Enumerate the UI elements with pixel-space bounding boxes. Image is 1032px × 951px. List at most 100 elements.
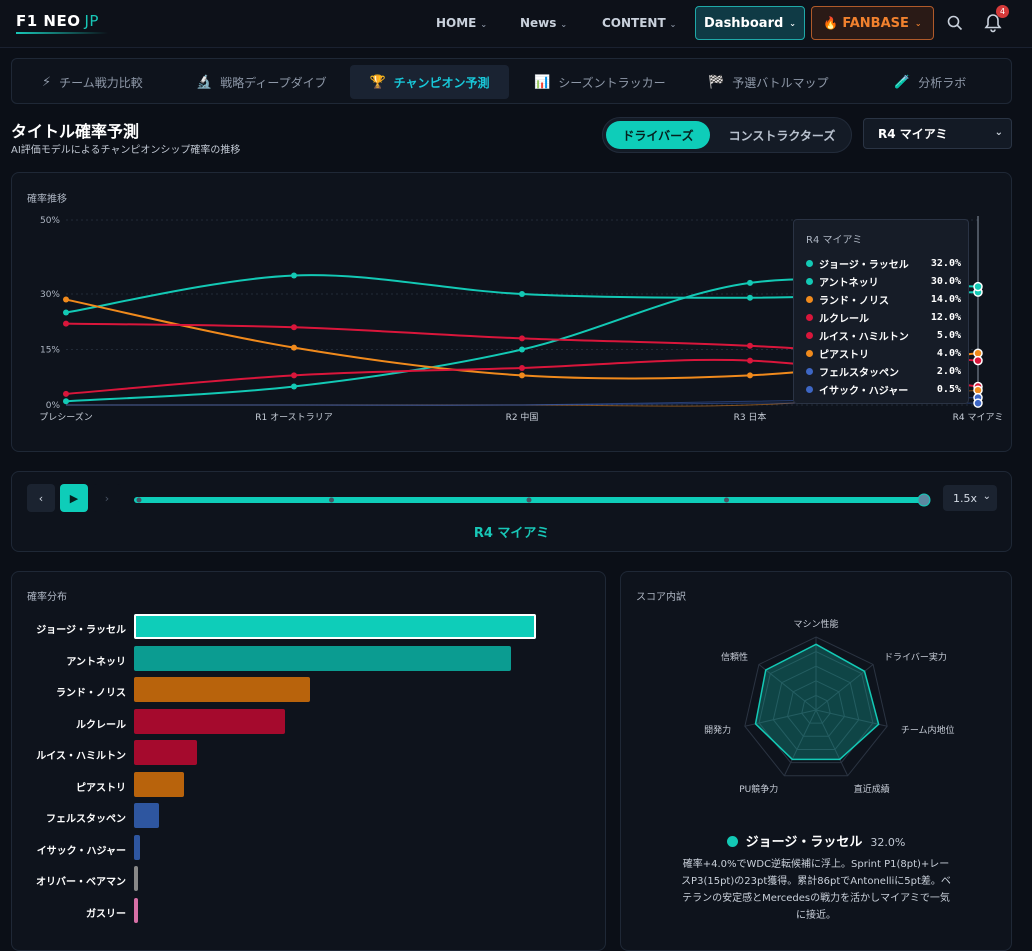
page-subtitle: AI評価モデルによるチャンピオンシップ確率の推移: [11, 145, 241, 156]
play-button[interactable]: ▶: [60, 484, 88, 512]
bar-label: オリバー・ベアマン: [36, 877, 126, 888]
toggle-constructors[interactable]: コンストラクターズ: [728, 128, 836, 143]
bar-chart-icon: 📊: [534, 74, 551, 90]
tab-team-comparison[interactable]: ⚡ チーム戦力比較: [32, 65, 153, 99]
fanbase-button[interactable]: 🔥 FANBASE ⌄: [811, 6, 934, 40]
data-point[interactable]: [747, 342, 753, 349]
speed-select[interactable]: 1.5x ⌄: [943, 485, 997, 511]
probability-bar[interactable]: [134, 708, 285, 734]
tab-label: 予選バトルマップ: [732, 75, 829, 90]
probability-bar[interactable]: [134, 866, 138, 891]
data-point[interactable]: [519, 365, 525, 371]
data-point[interactable]: [747, 294, 753, 301]
data-point[interactable]: [747, 357, 753, 364]
radar-grid: [801, 694, 831, 724]
probability-bar[interactable]: [134, 740, 197, 765]
logo[interactable]: F1 NEO JP: [16, 12, 108, 34]
tooltip-driver: フェルスタッペン: [819, 368, 899, 379]
bar-label: ガスリー: [86, 908, 126, 920]
next-button[interactable]: ›: [93, 484, 121, 512]
race-select[interactable]: R4 マイアミ ⌄: [863, 118, 1012, 149]
radar-axis-label: PU競争力: [739, 785, 779, 796]
data-point[interactable]: [291, 344, 297, 351]
logo-underline: [16, 32, 108, 34]
speed-value: 1.5x: [953, 491, 978, 505]
series-color-dot: [806, 368, 813, 375]
tab-season-tracker[interactable]: 📊 シーズントラッカー: [524, 65, 676, 99]
radar-area: [754, 643, 880, 761]
data-point[interactable]: [63, 398, 69, 405]
bell-icon[interactable]: [983, 12, 1003, 34]
fanbase-label: FANBASE: [842, 15, 909, 31]
data-point[interactable]: [63, 296, 69, 303]
data-point[interactable]: [291, 272, 297, 279]
selected-driver: ジョージ・ラッセル 32.0%: [620, 831, 1012, 850]
data-point[interactable]: [63, 390, 69, 397]
tab-analysis-lab[interactable]: 🧪 分析ラボ: [884, 65, 976, 99]
y-tick-label: 30%: [40, 290, 60, 300]
probability-bar[interactable]: [134, 897, 138, 923]
nav-content[interactable]: CONTENT ⌄: [602, 16, 676, 30]
x-tick-label: R4 マイアミ: [953, 413, 1004, 423]
tab-strategy[interactable]: 🔬 戦略ディープダイブ: [186, 65, 337, 99]
radar-spoke: [815, 664, 874, 711]
tooltip-row: アントネッリ 30.0%: [806, 274, 961, 289]
race-select-value: R4 マイアミ: [878, 127, 948, 141]
tooltip-row: ジョージ・ラッセル 32.0%: [806, 256, 961, 271]
timeline-slider[interactable]: [126, 488, 936, 512]
slider-step[interactable]: [136, 497, 142, 503]
probability-bar[interactable]: [134, 771, 185, 797]
toggle-drivers[interactable]: ドライバーズ: [606, 121, 710, 149]
probability-bar[interactable]: [134, 614, 536, 639]
driver-description: 確率+4.0%でWDC逆転候補に浮上。Sprint P1(8pt)+レースP3(…: [681, 859, 951, 921]
probability-bar[interactable]: [134, 834, 141, 860]
data-point[interactable]: [291, 324, 297, 331]
nav-news[interactable]: News ⌄: [520, 16, 567, 30]
data-point[interactable]: [291, 383, 297, 390]
slider-step[interactable]: [329, 497, 334, 503]
data-point[interactable]: [519, 346, 525, 353]
search-icon[interactable]: [946, 14, 964, 32]
data-point[interactable]: [63, 309, 69, 316]
data-point[interactable]: [747, 279, 753, 286]
checkered-flag-icon: 🏁: [708, 74, 725, 90]
trophy-icon: 🏆: [369, 74, 386, 90]
data-point[interactable]: [519, 372, 525, 379]
bar-label: ピアストリ: [76, 782, 126, 794]
driver-color-dot: [726, 836, 738, 847]
logo-sub: JP: [84, 12, 99, 30]
probability-bar[interactable]: [134, 645, 511, 671]
data-point[interactable]: [747, 372, 753, 379]
data-point[interactable]: [973, 355, 983, 366]
probability-bar[interactable]: [134, 803, 160, 828]
selected-driver-pct: 32.0%: [870, 836, 906, 849]
data-point[interactable]: [63, 320, 69, 327]
dashboard-button[interactable]: Dashboard ⌄: [695, 6, 805, 40]
tooltip-value: 32.0%: [930, 258, 961, 269]
slider-step[interactable]: [724, 497, 729, 503]
prev-button[interactable]: ‹: [27, 484, 55, 512]
data-point[interactable]: [519, 335, 525, 342]
data-point[interactable]: [973, 281, 983, 292]
radar-spoke: [744, 709, 817, 727]
data-point[interactable]: [973, 398, 983, 408]
tooltip-driver: アントネッリ: [819, 278, 879, 289]
radar-axis-label: ドライバー実力: [884, 652, 947, 663]
tab-label: シーズントラッカー: [558, 75, 666, 90]
slider-thumb[interactable]: [917, 493, 931, 507]
series-color-dot: [806, 314, 813, 321]
play-icon: ▶: [69, 491, 79, 505]
data-point[interactable]: [519, 291, 525, 297]
bar-label: フェルスタッペン: [46, 814, 126, 825]
nav-home[interactable]: HOME ⌄: [436, 16, 487, 30]
tab-qualifying-map[interactable]: 🏁 予選バトルマップ: [698, 65, 839, 99]
tooltip-row: ルクレール 12.0%: [806, 310, 961, 325]
slider-step[interactable]: [526, 497, 532, 503]
x-tick-label: R1 オーストラリア: [255, 412, 332, 423]
data-point[interactable]: [291, 372, 297, 379]
probability-bar[interactable]: [134, 677, 310, 702]
fire-icon: 🔥: [823, 16, 839, 30]
dashboard-label: Dashboard: [704, 15, 784, 31]
tooltip-driver: ルクレール: [819, 314, 869, 325]
tab-champion-prediction[interactable]: 🏆 チャンピオン予測: [350, 65, 509, 99]
